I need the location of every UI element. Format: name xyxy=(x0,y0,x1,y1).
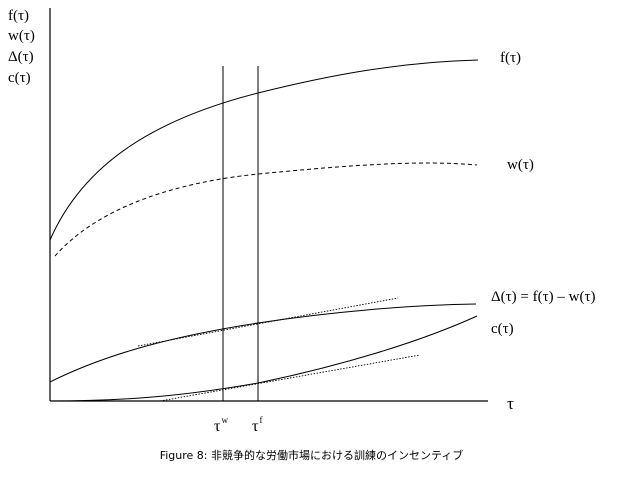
delta-tangent-line xyxy=(137,297,399,347)
y-axis-label-delta: Δ(τ) xyxy=(8,49,34,65)
tau-f-label: τf xyxy=(252,415,263,435)
tau-w-label: τw xyxy=(214,415,228,435)
y-axis-label-w: w(τ) xyxy=(8,28,35,44)
w-curve xyxy=(54,162,478,257)
delta-curve xyxy=(49,303,477,383)
x-axis-label: τ xyxy=(507,394,514,413)
y-axis-label-c: c(τ) xyxy=(8,70,31,86)
delta-curve-label: Δ(τ) = f(τ) – w(τ) xyxy=(491,289,596,305)
c-tangent-line xyxy=(159,354,421,402)
w-curve-label: w(τ) xyxy=(507,157,534,173)
c-curve-label: c(τ) xyxy=(491,321,514,337)
f-curve-label: f(τ) xyxy=(500,50,522,66)
y-axis-label-f: f(τ) xyxy=(8,8,30,24)
figure-caption: Figure 8: 非競争的な労働市場における訓練のインセンティブ xyxy=(159,449,464,462)
f-curve xyxy=(49,59,479,241)
c-curve xyxy=(49,315,478,402)
